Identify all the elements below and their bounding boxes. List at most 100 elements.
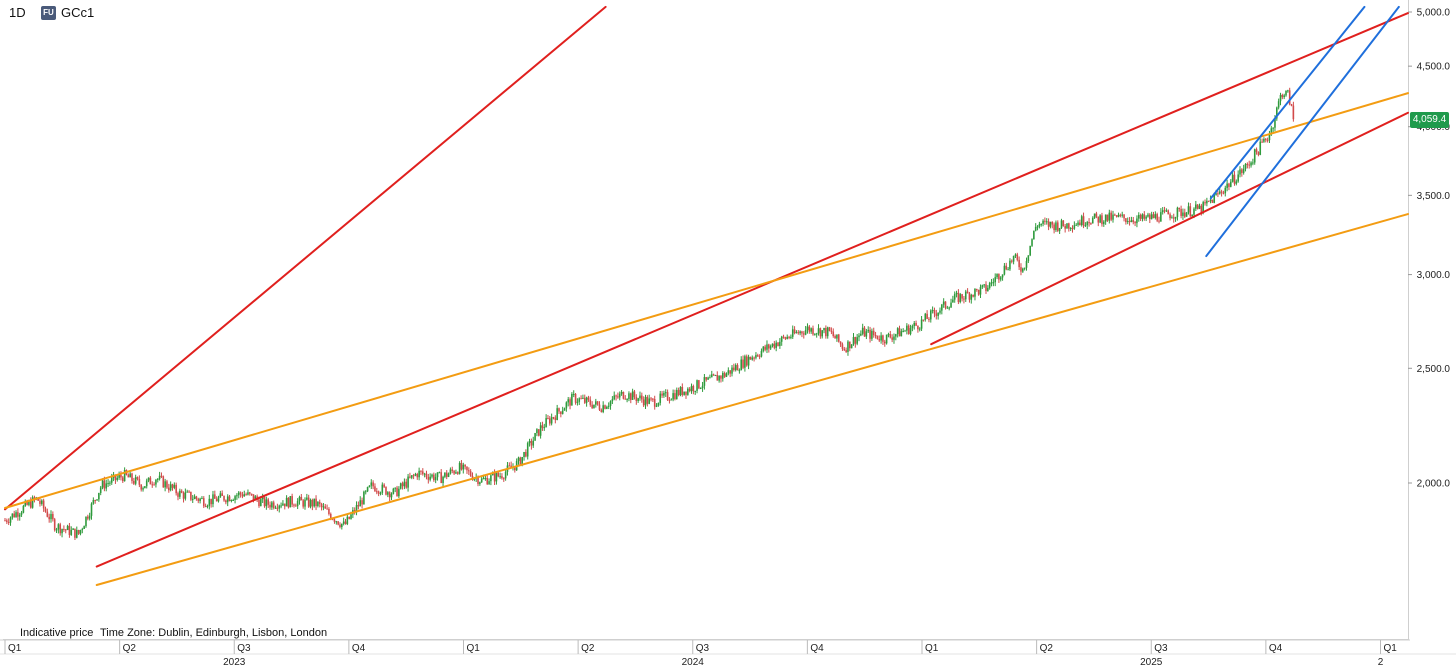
- candle-body: [780, 336, 783, 342]
- candle-body: [749, 356, 752, 360]
- candle-body: [1270, 128, 1273, 135]
- candle-body: [197, 498, 200, 502]
- candle-body: [442, 476, 444, 484]
- candle-body: [274, 507, 277, 509]
- year-label: 2: [1378, 657, 1384, 668]
- quarter-label: Q3: [696, 643, 710, 654]
- candle-body: [981, 285, 984, 288]
- candle-body: [633, 391, 636, 398]
- price-axis: 2,000.02,500.03,000.03,500.04,000.04,500…: [1408, 8, 1450, 490]
- candle-body: [1158, 220, 1160, 222]
- candle-body: [451, 469, 454, 471]
- candle-body: [725, 373, 728, 377]
- candle-body: [44, 508, 47, 512]
- symbol-label[interactable]: GCc1: [61, 5, 95, 20]
- blue-trend-line: [1209, 5, 1366, 200]
- candle-body: [423, 473, 426, 475]
- candle-body: [158, 475, 161, 479]
- candle-body: [602, 405, 604, 413]
- candle-body: [1086, 222, 1089, 226]
- candle-body: [521, 456, 523, 465]
- candle-body: [456, 472, 459, 474]
- candle-body: [990, 282, 993, 284]
- candle-body: [230, 500, 233, 502]
- candle-body: [510, 465, 512, 468]
- candle-body: [291, 496, 293, 505]
- candle-body: [46, 511, 49, 517]
- candle-body: [1165, 210, 1168, 212]
- candle-body: [560, 411, 562, 414]
- candle-body: [810, 328, 812, 332]
- candle-body: [819, 328, 822, 337]
- candle-body: [1147, 214, 1149, 217]
- candle-body: [206, 505, 209, 507]
- candle-body: [1259, 141, 1262, 155]
- candle-body: [87, 516, 89, 519]
- candle-body: [136, 477, 139, 480]
- candle-body: [225, 500, 227, 503]
- candle-body: [1239, 169, 1241, 175]
- candle-body: [615, 395, 617, 397]
- candle-body: [381, 484, 384, 493]
- candle-body: [385, 486, 387, 495]
- candle-body: [18, 514, 21, 517]
- candle-body: [1211, 199, 1214, 203]
- candle-body: [374, 486, 376, 492]
- candle-body: [911, 325, 914, 329]
- candle-body: [528, 441, 531, 444]
- candle-body: [1027, 255, 1030, 262]
- candle-body: [1241, 169, 1243, 173]
- candle-body: [302, 500, 304, 507]
- candle-body: [1104, 214, 1107, 222]
- timeframe-label[interactable]: 1D: [9, 5, 26, 20]
- candle-body: [171, 484, 174, 488]
- candle-body: [1263, 138, 1265, 142]
- candle-body: [1073, 225, 1076, 229]
- candle-body: [850, 344, 853, 349]
- candle-body: [17, 512, 19, 517]
- candle-body: [272, 502, 275, 508]
- candle-body: [514, 467, 516, 471]
- candle-body: [589, 399, 592, 405]
- candle-body: [258, 499, 260, 507]
- candle-body: [166, 481, 168, 488]
- candle-body: [296, 501, 299, 507]
- candle-body: [664, 392, 667, 394]
- candle-body: [436, 472, 439, 478]
- candle-body: [1001, 274, 1004, 278]
- candle-body: [405, 481, 408, 488]
- candle-body: [79, 529, 82, 534]
- candle-body: [530, 441, 533, 446]
- candle-body: [182, 492, 185, 499]
- candle-body: [944, 301, 947, 308]
- candle-body: [114, 474, 117, 480]
- red-trend-line: [4, 5, 607, 511]
- candle-body: [337, 521, 339, 525]
- candle-body: [722, 372, 724, 379]
- y-tick-label: 3,500.0: [1417, 191, 1451, 202]
- candle-body: [9, 517, 12, 523]
- candle-body: [1189, 206, 1192, 217]
- candle-body: [502, 478, 505, 480]
- candle-body: [1009, 260, 1011, 270]
- candle-body: [379, 492, 382, 494]
- candle-body: [1112, 214, 1114, 220]
- candle-body: [398, 488, 400, 497]
- candle-body: [668, 399, 671, 401]
- candle-body: [74, 528, 76, 538]
- candle-body: [401, 483, 404, 487]
- candle-body: [420, 470, 422, 472]
- candle-body: [1136, 218, 1138, 224]
- candle-body: [20, 512, 23, 515]
- y-tick-label: 2,000.0: [1417, 479, 1451, 490]
- candle-body: [42, 500, 45, 509]
- candle-body: [977, 289, 980, 295]
- candle-body: [83, 526, 85, 529]
- candle-body: [1266, 139, 1269, 141]
- candle-body: [59, 524, 62, 534]
- candle-body: [1195, 204, 1197, 209]
- candle-body: [416, 474, 419, 478]
- candle-body: [1012, 255, 1015, 262]
- candle-body: [504, 471, 507, 479]
